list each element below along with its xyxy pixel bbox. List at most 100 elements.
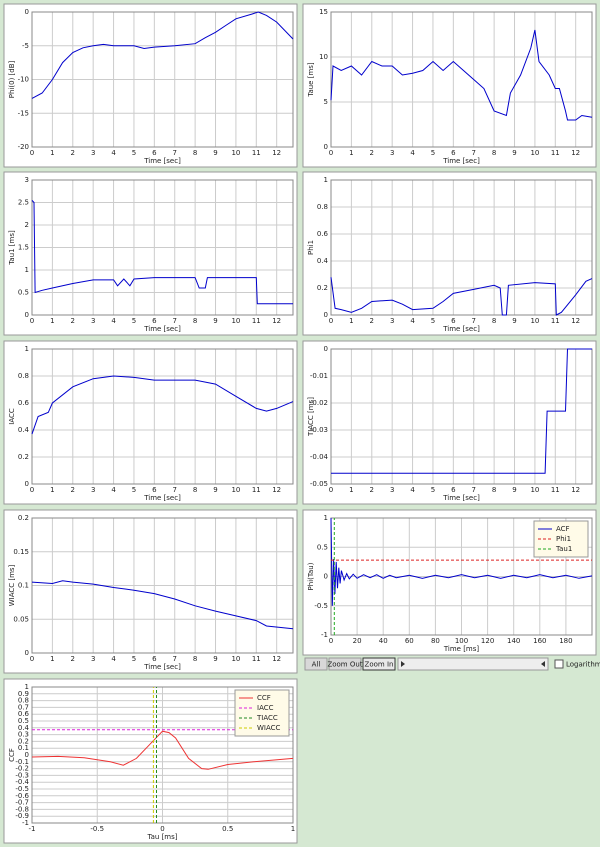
y-axis-label: IACC [8, 408, 16, 425]
plot-frame [330, 11, 593, 148]
y-tick-label: 0 [25, 751, 29, 759]
data-line [330, 29, 593, 121]
x-tick-label: 5 [132, 149, 136, 157]
x-tick-label: 9 [213, 149, 217, 157]
x-tick-label: 0 [30, 486, 34, 494]
x-tick-label: 4 [410, 317, 415, 325]
x-tick-label: 7 [173, 149, 177, 157]
y-tick-label: 0 [324, 345, 328, 353]
x-tick-label: 3 [91, 149, 95, 157]
x-tick-label: -1 [29, 825, 36, 833]
y-tick-label: -5 [22, 42, 29, 50]
x-tick-label: 11 [551, 486, 560, 494]
x-tick-label: 12 [571, 317, 580, 325]
button[interactable] [304, 657, 328, 671]
x-tick-label: 0 [329, 486, 333, 494]
y-tick-label: 0.3 [18, 731, 29, 739]
x-tick-label: 4 [111, 317, 116, 325]
x-tick-label: 11 [252, 655, 261, 663]
y-tick-label: -15 [18, 109, 29, 117]
plot-frame [31, 179, 294, 316]
x-tick-label: 1 [291, 825, 295, 833]
y-tick-label: -0.8 [15, 805, 29, 813]
x-tick-label: 0 [329, 149, 333, 157]
x-tick-label: 1 [349, 317, 353, 325]
x-tick-label: -0.5 [90, 825, 104, 833]
x-tick-label: 12 [272, 486, 281, 494]
x-tick-label: 6 [451, 486, 456, 494]
x-tick-label: 7 [472, 486, 476, 494]
checkbox-label[interactable]: Logarithm [566, 661, 600, 669]
y-tick-label: -1 [321, 631, 328, 639]
x-tick-label: 1 [50, 486, 54, 494]
y-tick-label: 0.5 [18, 289, 29, 297]
y-tick-label: 0.6 [18, 399, 30, 407]
y-tick-label: 0.05 [13, 615, 29, 623]
y-tick-label: -1 [22, 819, 29, 827]
y-tick-label: -0.03 [310, 426, 328, 434]
x-tick-label: 8 [193, 486, 197, 494]
data-line [31, 375, 294, 435]
x-axis-label: Time [sec] [143, 663, 181, 671]
panel [302, 3, 597, 168]
x-tick-label: 5 [431, 149, 435, 157]
y-tick-label: -0.02 [310, 399, 328, 407]
scroll-arrow[interactable] [401, 661, 405, 667]
y-axis-label: Phi1 [307, 240, 315, 255]
button-label[interactable]: All [312, 661, 321, 669]
y-tick-label: 0.8 [317, 203, 328, 211]
x-tick-label: 9 [512, 317, 516, 325]
y-tick-label: -0.9 [15, 812, 29, 820]
x-tick-label: 6 [152, 317, 157, 325]
y-tick-label: 0.4 [18, 426, 30, 434]
y-tick-label: 0.6 [317, 230, 329, 238]
plot-frame [31, 11, 294, 148]
x-tick-label: 10 [530, 486, 539, 494]
scrollbar[interactable] [397, 657, 549, 671]
button-label[interactable]: Zoom In [365, 661, 394, 669]
legend-label: Phi1 [556, 535, 571, 543]
legend-label: TIACC [256, 714, 278, 722]
x-axis-label: Time [sec] [442, 157, 480, 165]
x-tick-label: 6 [152, 655, 157, 663]
y-axis-label: Phi(Tau) [307, 562, 315, 590]
y-tick-label: 15 [319, 8, 328, 16]
y-tick-label: 5 [324, 98, 328, 106]
x-tick-label: 12 [571, 149, 580, 157]
x-tick-label: 6 [451, 317, 456, 325]
data-line [31, 11, 294, 99]
button-label[interactable]: Zoom Out [327, 661, 362, 669]
y-axis-label: Phi(0) [dB] [8, 61, 16, 99]
plot-frame [31, 348, 294, 485]
y-axis-label: Taue [ms] [307, 62, 315, 98]
scroll-arrow[interactable] [541, 661, 545, 667]
x-tick-label: 100 [455, 637, 468, 645]
y-axis-label: WIACC [ms] [8, 564, 16, 606]
y-tick-label: 2 [25, 221, 29, 229]
x-tick-label: 0 [160, 825, 164, 833]
y-axis-label: Tau1 [ms] [8, 230, 16, 266]
x-tick-label: 2 [71, 149, 75, 157]
checkbox[interactable] [554, 659, 564, 669]
data-line [31, 199, 293, 305]
x-tick-label: 2 [370, 486, 374, 494]
y-tick-label: -0.1 [15, 758, 29, 766]
x-axis-label: Time [sec] [143, 157, 181, 165]
x-tick-label: 4 [111, 149, 116, 157]
x-tick-label: 1 [349, 486, 353, 494]
x-tick-label: 7 [472, 317, 476, 325]
x-tick-label: 0 [30, 655, 34, 663]
x-tick-label: 6 [451, 149, 456, 157]
x-tick-label: 4 [111, 655, 116, 663]
y-tick-label: 10 [319, 53, 328, 61]
x-tick-label: 6 [152, 149, 157, 157]
panel [3, 171, 298, 336]
y-tick-label: 0.4 [18, 724, 30, 732]
panel [3, 509, 298, 674]
button[interactable] [328, 657, 362, 671]
y-tick-label: 0.2 [317, 284, 328, 292]
x-tick-label: 10 [530, 149, 539, 157]
y-tick-label: -20 [18, 143, 29, 151]
button[interactable] [362, 657, 396, 671]
